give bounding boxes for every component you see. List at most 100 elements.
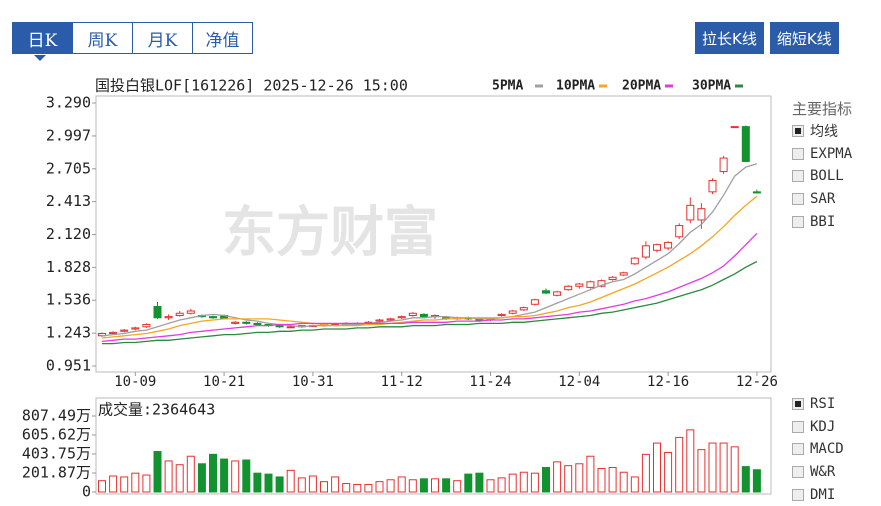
volume-bar	[264, 473, 273, 493]
volume-bar	[553, 461, 562, 493]
candle-body	[375, 319, 384, 322]
candle-body	[530, 299, 539, 305]
y-tick-label: 1.536	[46, 291, 91, 309]
indicator-option[interactable]: 均线	[792, 120, 852, 143]
sub-indicators: RSI KDJ MACD W&R DMI	[792, 393, 844, 506]
volume-bar	[542, 467, 550, 493]
checkbox[interactable]	[792, 488, 804, 501]
volume-bar	[275, 476, 284, 493]
candle-body	[730, 126, 739, 129]
candle-body	[242, 321, 251, 324]
y-tick-label: 403.75万	[22, 444, 91, 462]
volume-bar	[320, 481, 328, 493]
volume-bar	[186, 455, 195, 493]
period-tab[interactable]: 净值	[192, 22, 253, 54]
candle-body	[708, 180, 717, 193]
checkbox[interactable]	[792, 215, 804, 228]
volume-title: 成交量:2364643	[98, 401, 215, 419]
candle-body	[120, 329, 129, 332]
volume-bar	[408, 479, 417, 493]
period-tab[interactable]: 日K	[12, 22, 73, 54]
candle-body	[231, 321, 240, 324]
volume-bar	[486, 479, 495, 493]
volume-bar	[697, 449, 706, 493]
indicator-label: DMI	[810, 486, 836, 503]
indicator-option[interactable]: RSI	[792, 393, 844, 416]
main-indicators: 主要指标 均线 EXPMA BOLL SAR BBI	[792, 96, 852, 233]
period-tabs: 日K 周K 月K 净值	[12, 22, 253, 54]
candle-body	[619, 272, 628, 276]
volume-bar	[686, 429, 695, 493]
y-tick-label: 2.120	[46, 225, 91, 243]
volume-bar	[519, 471, 528, 493]
ma-line	[102, 260, 758, 345]
checkbox[interactable]	[792, 125, 804, 138]
checkbox[interactable]	[792, 170, 804, 183]
x-tick-label: 12-16	[647, 374, 689, 390]
candle-body	[553, 291, 562, 296]
x-tick-label: 10-21	[203, 374, 245, 390]
checkbox[interactable]	[792, 443, 804, 456]
volume-bar	[331, 476, 340, 493]
candle-body	[186, 310, 195, 314]
candle-body	[719, 157, 728, 173]
indicator-option[interactable]: BOLL	[792, 165, 852, 188]
volume-bar	[475, 472, 484, 493]
indicator-option[interactable]: DMI	[792, 483, 844, 506]
checkbox[interactable]	[792, 466, 804, 479]
volume-bar	[453, 480, 462, 493]
volume-bar	[708, 442, 717, 493]
volume-bar	[419, 478, 428, 493]
indicator-option[interactable]: SAR	[792, 188, 852, 211]
volume-bar	[597, 467, 606, 493]
x-tick-label: 12-26	[736, 374, 778, 390]
y-tick-label: 605.62万	[22, 425, 91, 443]
candle-body	[586, 281, 595, 288]
checkbox[interactable]	[792, 193, 804, 206]
x-tick-label: 11-24	[469, 374, 511, 390]
y-tick-label: 2.413	[46, 192, 91, 210]
indicator-option[interactable]: EXPMA	[792, 143, 852, 166]
zoom-button[interactable]: 缩短K线	[769, 22, 839, 54]
candle-body	[653, 244, 661, 251]
candle-body	[752, 191, 761, 194]
candle-body	[397, 316, 406, 319]
y-tick-label: 0.951	[46, 357, 91, 375]
checkbox[interactable]	[792, 398, 804, 411]
checkbox[interactable]	[792, 420, 804, 433]
volume-bar	[564, 465, 573, 493]
legend-label: 20PMA	[622, 79, 661, 94]
period-tab[interactable]: 月K	[132, 22, 193, 54]
candle-body	[497, 313, 506, 317]
volume-bar	[608, 467, 617, 493]
candle-body	[664, 241, 673, 249]
volume-bar	[98, 480, 106, 493]
candle-body	[164, 316, 173, 319]
zoom-button[interactable]: 拉长K线	[695, 22, 764, 54]
volume-bar	[730, 446, 739, 493]
checkbox[interactable]	[792, 147, 804, 160]
x-tick-label: 10-09	[114, 374, 156, 390]
candle-body	[697, 208, 706, 221]
volume-bar	[375, 481, 384, 493]
y-tick-label: 1.243	[46, 324, 91, 342]
volume-bar	[397, 476, 406, 493]
volume-bar	[231, 460, 240, 493]
indicator-option[interactable]: W&R	[792, 461, 844, 484]
indicator-option[interactable]: MACD	[792, 438, 844, 461]
indicator-option[interactable]: KDJ	[792, 416, 844, 439]
volume-bar	[164, 460, 173, 493]
indicator-option[interactable]: BBI	[792, 210, 852, 233]
volume-bar	[752, 469, 761, 493]
y-tick-label: 807.49万	[22, 407, 91, 425]
volume-bar	[142, 474, 151, 493]
volume-bar	[619, 471, 628, 493]
indicator-label: MACD	[810, 441, 844, 458]
period-tab[interactable]: 周K	[72, 22, 133, 54]
candle-body	[153, 306, 162, 319]
volume-bar	[741, 466, 750, 493]
legend-label: 5PMA	[492, 79, 523, 94]
volume-bar	[497, 477, 506, 493]
